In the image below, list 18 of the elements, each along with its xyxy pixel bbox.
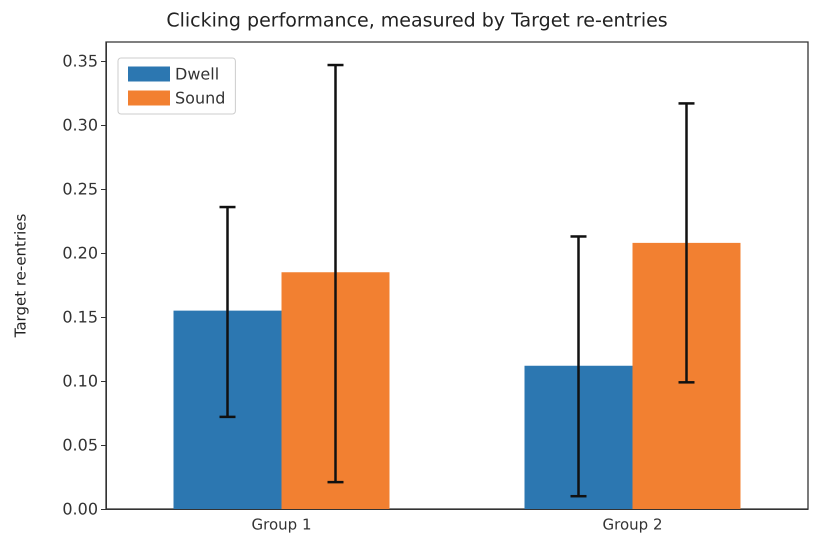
- legend-label: Sound: [175, 88, 226, 108]
- y-tick-label: 0.10: [62, 372, 98, 391]
- bar: [174, 310, 282, 509]
- chart-title: Clicking performance, measured by Target re-entries: [166, 10, 668, 32]
- bar: [524, 366, 632, 509]
- x-tick-label: Group 2: [602, 516, 662, 534]
- y-tick-label: 0.35: [62, 52, 98, 71]
- y-axis-title: Target re-entries: [12, 213, 30, 338]
- y-tick-label: 0.15: [62, 308, 98, 327]
- x-tick-label: Group 1: [252, 516, 312, 534]
- legend-label: Dwell: [175, 64, 220, 84]
- bar: [632, 242, 740, 509]
- y-tick-label: 0.05: [62, 436, 98, 455]
- y-tick-label: 0.20: [62, 244, 98, 263]
- bar: [282, 272, 390, 509]
- y-tick-label: 0.25: [62, 180, 98, 199]
- y-tick-label: 0.00: [62, 500, 98, 518]
- y-tick-label: 0.30: [62, 116, 98, 135]
